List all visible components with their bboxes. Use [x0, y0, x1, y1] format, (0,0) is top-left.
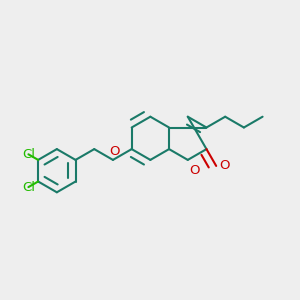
Text: O: O — [190, 164, 200, 176]
Text: O: O — [219, 159, 230, 172]
Text: Cl: Cl — [22, 148, 35, 161]
Text: O: O — [110, 145, 120, 158]
Text: Cl: Cl — [22, 181, 35, 194]
